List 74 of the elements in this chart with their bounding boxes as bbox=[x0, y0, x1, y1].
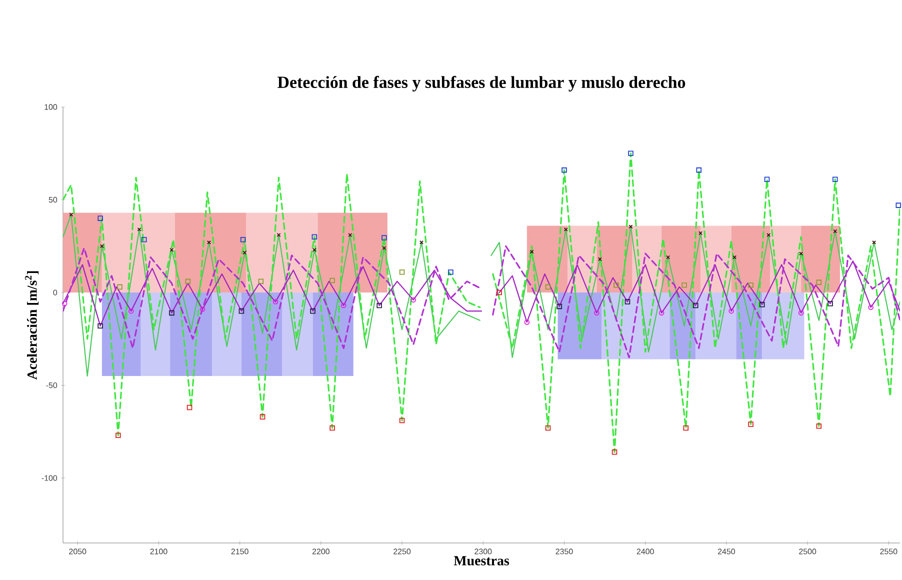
point bbox=[340, 302, 346, 308]
point bbox=[69, 212, 74, 217]
point bbox=[312, 234, 318, 240]
point bbox=[62, 301, 68, 306]
point bbox=[310, 308, 316, 314]
point bbox=[141, 236, 147, 242]
point bbox=[833, 229, 838, 234]
point bbox=[816, 280, 822, 285]
point bbox=[128, 308, 134, 314]
point bbox=[624, 299, 630, 304]
point bbox=[594, 310, 600, 316]
point bbox=[564, 227, 568, 232]
point bbox=[872, 240, 876, 244]
point bbox=[614, 282, 619, 288]
point bbox=[524, 320, 530, 325]
point bbox=[260, 414, 266, 420]
point bbox=[330, 278, 335, 284]
point bbox=[496, 290, 502, 296]
y-axis-title: Aceleración [m/s$^{2}$] bbox=[25, 271, 39, 380]
point bbox=[186, 404, 192, 410]
point bbox=[348, 233, 352, 237]
point bbox=[169, 310, 174, 316]
point bbox=[799, 252, 804, 256]
point bbox=[628, 224, 633, 229]
point bbox=[116, 432, 121, 438]
point bbox=[692, 302, 698, 308]
point bbox=[696, 167, 702, 173]
point bbox=[612, 449, 618, 455]
point bbox=[759, 302, 765, 308]
point bbox=[382, 235, 387, 240]
point bbox=[628, 150, 634, 156]
point bbox=[556, 304, 562, 310]
point bbox=[242, 250, 247, 255]
point bbox=[748, 422, 754, 427]
point bbox=[748, 282, 754, 288]
point bbox=[258, 278, 264, 284]
point bbox=[419, 240, 424, 244]
point bbox=[399, 269, 405, 275]
point bbox=[766, 233, 771, 237]
point bbox=[832, 176, 838, 182]
point bbox=[598, 257, 602, 262]
point bbox=[448, 269, 454, 275]
point bbox=[200, 306, 206, 312]
point bbox=[545, 284, 551, 290]
point bbox=[98, 323, 103, 329]
point bbox=[658, 310, 664, 316]
point bbox=[399, 418, 405, 424]
point bbox=[828, 301, 833, 306]
point bbox=[816, 423, 822, 429]
point bbox=[117, 284, 122, 290]
point bbox=[682, 282, 687, 288]
point bbox=[98, 216, 103, 221]
x-axis-title: Muestras bbox=[454, 556, 510, 566]
point bbox=[272, 299, 278, 304]
point bbox=[683, 425, 689, 431]
point bbox=[798, 310, 804, 316]
point bbox=[545, 425, 551, 431]
point bbox=[100, 244, 104, 248]
point bbox=[562, 167, 567, 173]
point bbox=[207, 240, 211, 244]
point bbox=[312, 248, 316, 252]
point bbox=[238, 308, 244, 314]
point bbox=[896, 202, 902, 208]
chart-title: Detección de fases y subfases de lumbar y muslo derecho bbox=[278, 76, 686, 92]
point bbox=[240, 236, 246, 242]
point bbox=[530, 250, 534, 254]
point bbox=[330, 425, 335, 431]
point bbox=[728, 308, 734, 314]
point bbox=[170, 248, 174, 252]
point bbox=[376, 302, 382, 308]
point bbox=[764, 176, 770, 182]
point bbox=[185, 278, 191, 284]
point bbox=[410, 297, 416, 303]
point bbox=[868, 304, 874, 310]
